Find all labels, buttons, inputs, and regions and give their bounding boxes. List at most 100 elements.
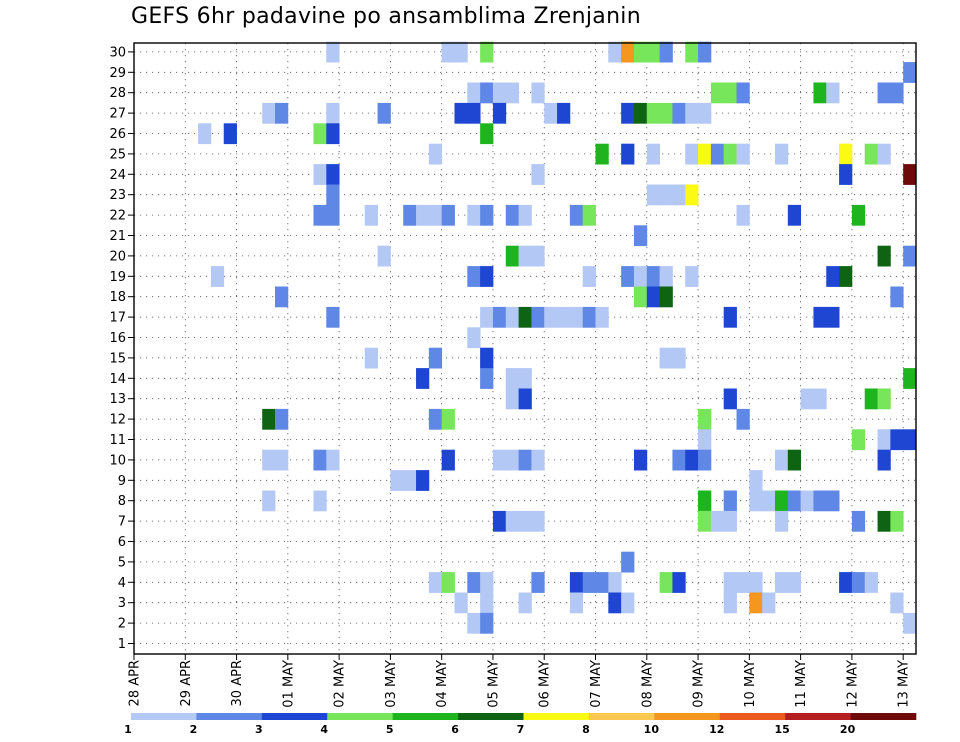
heatmap-cell xyxy=(646,102,661,124)
heatmap-cell xyxy=(454,41,468,63)
heatmap-cell xyxy=(518,388,532,410)
heatmap-cell xyxy=(890,286,904,308)
heatmap-cell xyxy=(480,612,494,634)
heatmap-cell xyxy=(736,143,750,165)
heatmap-cell xyxy=(698,490,712,512)
plot-area xyxy=(133,42,917,655)
heatmap-cell xyxy=(492,82,507,104)
y-tick-label: 19 xyxy=(109,270,126,285)
x-tick-label: 07 MAY xyxy=(589,660,604,708)
y-tick-label: 29 xyxy=(109,66,126,81)
heatmap-cell xyxy=(723,510,737,532)
x-tick-label: 04 MAY xyxy=(435,660,450,708)
y-tick-label: 23 xyxy=(109,188,126,203)
heatmap-cell xyxy=(774,572,789,593)
heatmap-cell xyxy=(890,510,904,532)
heatmap-cell xyxy=(313,164,327,185)
heatmap-cell xyxy=(467,204,481,226)
heatmap-cell xyxy=(480,266,494,287)
heatmap-cell xyxy=(749,490,763,512)
heatmap-cell xyxy=(467,612,481,634)
heatmap-cell xyxy=(390,470,404,491)
heatmap-cell xyxy=(492,510,507,532)
heatmap-cell xyxy=(595,572,609,593)
heatmap-cell xyxy=(518,368,532,389)
heatmap-cell xyxy=(557,306,571,328)
heatmap-cell xyxy=(723,388,737,410)
heatmap-cell xyxy=(428,572,443,593)
heatmap-cell xyxy=(518,510,532,532)
heatmap-cell xyxy=(467,266,481,287)
heatmap-cell xyxy=(428,204,443,226)
y-tick-label: 10 xyxy=(109,453,126,468)
heatmap-cell xyxy=(736,408,750,430)
heatmap-cell xyxy=(710,82,725,104)
legend-color-swatch xyxy=(261,713,328,720)
x-tick-label: 29 APR xyxy=(179,660,194,706)
heatmap-cell xyxy=(492,449,507,471)
heatmap-cell xyxy=(826,82,840,104)
heatmap-cell xyxy=(595,143,609,165)
heatmap-cell xyxy=(787,449,802,471)
heatmap-cell xyxy=(864,572,878,593)
x-tick-label: 03 MAY xyxy=(384,660,399,708)
heatmap-cell xyxy=(621,551,635,573)
heatmap-cell xyxy=(480,592,494,614)
heatmap-cell xyxy=(877,143,891,165)
heatmap-cell xyxy=(557,102,571,124)
heatmap-cell xyxy=(659,286,673,308)
color-legend: 1 2 3 4 5 6 7 8 10 12 15 20 xyxy=(124,713,917,736)
y-tick-label: 22 xyxy=(109,209,126,224)
heatmap-cell xyxy=(505,204,519,226)
heatmap-cell xyxy=(646,266,661,287)
heatmap-cell xyxy=(646,286,661,308)
heatmap-cell xyxy=(787,572,802,593)
heatmap-cell xyxy=(582,306,596,328)
heatmap-cell xyxy=(736,204,750,226)
heatmap-cell xyxy=(467,572,481,593)
heatmap-cell xyxy=(569,306,584,328)
heatmap-cell xyxy=(210,266,225,287)
heatmap-cell xyxy=(544,306,558,328)
x-tick-label: 05 MAY xyxy=(486,660,501,708)
y-tick-label: 15 xyxy=(109,351,126,366)
heatmap-cell xyxy=(621,592,635,614)
heatmap-cell xyxy=(262,449,276,471)
legend-label: 2 xyxy=(190,723,198,736)
heatmap-cell xyxy=(531,164,545,185)
heatmap-cell xyxy=(505,368,519,389)
heatmap-cell xyxy=(826,490,840,512)
heatmap-cell xyxy=(505,510,519,532)
y-tick-label: 13 xyxy=(109,392,126,407)
heatmap-cell xyxy=(903,164,917,185)
heatmap-cell xyxy=(826,306,840,328)
y-tick-label: 17 xyxy=(109,311,126,326)
y-tick-label: 30 xyxy=(109,45,126,60)
heatmap-cell xyxy=(672,572,686,593)
chart-title: GEFS 6hr padavine po ansamblima Zrenjani… xyxy=(131,4,641,29)
heatmap-cell xyxy=(903,245,917,267)
legend-label: 20 xyxy=(840,723,856,736)
heatmap-cell xyxy=(774,449,789,471)
y-tick-label: 26 xyxy=(109,127,126,142)
legend-color-swatch xyxy=(196,713,263,720)
heatmap-cell xyxy=(723,572,737,593)
heatmap-cell xyxy=(441,572,455,593)
heatmap-cell xyxy=(646,41,661,63)
y-tick-label: 1 xyxy=(118,637,126,652)
heatmap-cell xyxy=(659,347,673,369)
heatmap-cell xyxy=(480,41,494,63)
heatmap-cell xyxy=(762,592,776,614)
heatmap-cell xyxy=(480,82,494,104)
x-tick-label: 12 MAY xyxy=(845,660,860,708)
legend-color-swatch xyxy=(719,713,786,720)
heatmap-cell xyxy=(621,102,635,124)
heatmap-cell xyxy=(672,184,686,206)
heatmap-cell xyxy=(890,82,904,104)
heatmap-cell xyxy=(441,408,455,430)
heatmap-cell xyxy=(659,41,673,63)
legend-color-swatch xyxy=(523,713,590,720)
y-tick-label: 8 xyxy=(118,494,126,509)
y-tick-label: 5 xyxy=(118,555,126,570)
heatmap-cell xyxy=(531,245,545,267)
